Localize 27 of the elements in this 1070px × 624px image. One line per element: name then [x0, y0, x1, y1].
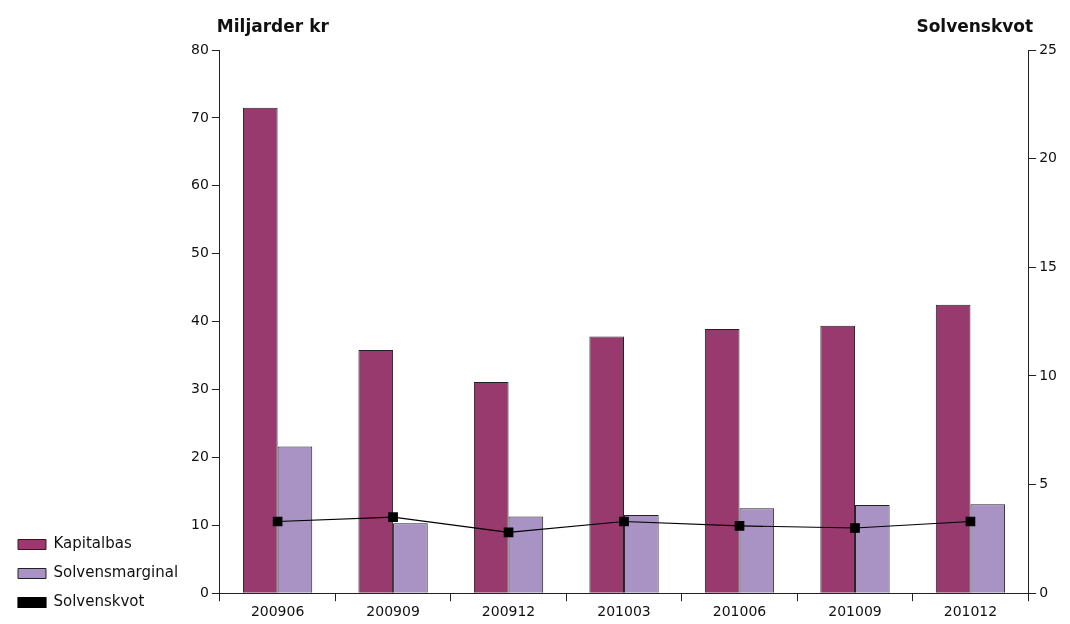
x-tick-label: 201006 — [712, 603, 767, 620]
y2-tick-label: 5 — [1039, 475, 1049, 492]
x-tick-label: 201009 — [828, 603, 882, 620]
y-tick-label: 20 — [191, 448, 209, 465]
y-tick-label: 80 — [191, 40, 209, 57]
legend-label: Solvenskvot — [53, 592, 145, 611]
y2-axis-title: Solvenskvot — [916, 15, 1034, 36]
y2-tick-label: 0 — [1039, 583, 1049, 600]
x-tick-label: 200906 — [250, 603, 305, 620]
y-tick-label: 0 — [199, 583, 209, 600]
x-tick-label: 200909 — [366, 603, 420, 620]
legend-label: Solvensmarginal — [53, 563, 179, 582]
y2-tick-label: 20 — [1039, 149, 1058, 166]
x-tick-label: 201012 — [943, 603, 998, 620]
x-tick-label: 200912 — [481, 603, 536, 620]
y-tick-label: 40 — [191, 312, 209, 329]
y-tick-label: 60 — [191, 176, 209, 193]
y-tick-label: 50 — [191, 244, 209, 261]
legend-label: Kapitalbas — [53, 534, 132, 553]
y2-tick-label: 25 — [1039, 40, 1058, 57]
y-tick-label: 30 — [191, 380, 209, 397]
y-tick-label: 10 — [191, 515, 209, 532]
y-tick-label: 70 — [191, 108, 209, 125]
y-axis-title: Miljarder kr — [216, 15, 330, 36]
y2-tick-label: 10 — [1039, 366, 1058, 383]
y2-tick-label: 15 — [1039, 257, 1058, 274]
x-tick-label: 201003 — [597, 603, 651, 620]
